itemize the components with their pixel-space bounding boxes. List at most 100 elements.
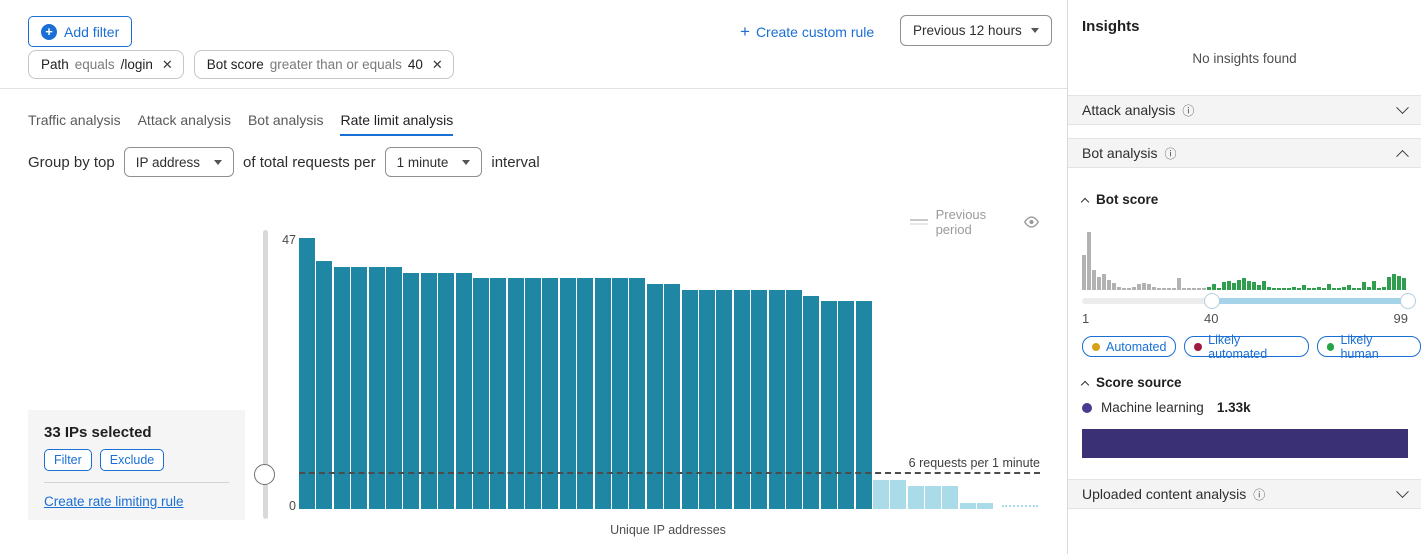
request-bar[interactable] (299, 238, 315, 509)
section-attack-analysis[interactable]: Attack analysis ⓘ (1068, 95, 1421, 125)
create-rate-limiting-rule-link[interactable]: Create rate limiting rule (44, 494, 184, 509)
histogram-bar (1327, 284, 1331, 290)
request-bar[interactable] (646, 284, 663, 509)
time-range-select[interactable]: Previous 12 hours (900, 15, 1052, 46)
interval-select[interactable]: 1 minute (384, 147, 483, 177)
request-bar[interactable] (368, 266, 385, 509)
tab-attack-analysis[interactable]: Attack analysis (137, 112, 231, 128)
request-bar[interactable] (333, 266, 350, 509)
request-bar[interactable] (472, 278, 489, 509)
bot-score-header[interactable]: Bot score (1080, 192, 1158, 207)
previous-period-swatch-icon (910, 218, 928, 227)
histogram-bar (1082, 255, 1086, 290)
badge-automated[interactable]: Automated (1082, 336, 1177, 357)
request-bar[interactable] (525, 278, 542, 509)
request-bar[interactable] (316, 261, 333, 509)
histogram-bar (1182, 288, 1186, 290)
request-bar[interactable] (716, 289, 733, 509)
section-uploaded-content-analysis[interactable]: Uploaded content analysis ⓘ (1068, 479, 1421, 509)
request-bar[interactable] (420, 272, 437, 509)
filter-button[interactable]: Filter (44, 449, 92, 471)
likely-human-dot-icon (1326, 342, 1335, 351)
info-icon[interactable]: ⓘ (1182, 103, 1195, 118)
request-bar[interactable] (594, 278, 611, 509)
add-filter-button[interactable]: + Add filter (28, 16, 133, 47)
badge-label: Likely human (1340, 332, 1379, 361)
request-bar[interactable] (925, 485, 942, 509)
request-bar[interactable] (490, 278, 507, 509)
histogram-bar (1342, 287, 1346, 290)
request-bar[interactable] (681, 289, 698, 509)
histogram-bar (1272, 288, 1276, 290)
request-bar[interactable] (733, 289, 750, 509)
histogram-bar (1117, 287, 1121, 290)
bot-score-range-slider[interactable] (1082, 293, 1416, 309)
chevron-down-icon (1396, 100, 1409, 114)
request-bar[interactable] (768, 289, 785, 509)
remove-filter-icon[interactable]: ✕ (431, 56, 443, 72)
threshold-line: 6 requests per 1 minute (299, 456, 1040, 474)
info-icon[interactable]: ⓘ (1253, 487, 1266, 502)
tab-traffic-analysis[interactable]: Traffic analysis (28, 112, 121, 128)
group-by-middle: of total requests per (243, 153, 376, 171)
badge-likely-human[interactable]: Likely human (1316, 333, 1421, 361)
request-bar[interactable] (351, 266, 368, 509)
request-bar[interactable] (803, 295, 820, 509)
request-bar[interactable] (385, 266, 402, 509)
histogram-bar (1107, 280, 1111, 290)
dimension-select[interactable]: IP address (123, 147, 235, 177)
request-bar[interactable] (785, 289, 802, 509)
histogram-bar (1087, 232, 1091, 290)
info-icon[interactable]: ⓘ (1164, 146, 1177, 161)
selection-panel: 33 IPs selected Filter Exclude Create ra… (28, 410, 245, 520)
filter-value: /login (120, 57, 153, 72)
filter-chip-path[interactable]: Path equals /login ✕ (28, 50, 184, 79)
request-bar[interactable] (751, 289, 768, 509)
request-bar[interactable] (612, 278, 629, 509)
histogram-bar (1197, 288, 1201, 290)
histogram-bar (1222, 282, 1226, 290)
request-bar[interactable] (890, 480, 907, 509)
request-bar[interactable] (403, 272, 420, 509)
request-bar[interactable] (577, 278, 594, 509)
request-bar[interactable] (838, 301, 855, 509)
request-bar[interactable] (855, 301, 872, 509)
request-bar[interactable] (507, 278, 524, 509)
range-handle-low[interactable] (1204, 293, 1220, 309)
request-bar[interactable] (664, 284, 681, 509)
score-source-bar[interactable] (1082, 429, 1408, 458)
histogram-bar (1312, 288, 1316, 290)
request-bar[interactable] (959, 503, 976, 509)
request-bar[interactable] (455, 272, 472, 509)
histogram-bar (1277, 288, 1281, 290)
x-axis-label: Unique IP addresses (610, 523, 726, 537)
badge-likely-automated[interactable]: Likely automated (1184, 333, 1309, 361)
threshold-label: 6 requests per 1 minute (908, 456, 1040, 470)
threshold-slider-handle[interactable] (254, 464, 275, 485)
request-bar[interactable] (907, 485, 924, 509)
tab-bot-analysis[interactable]: Bot analysis (247, 112, 324, 128)
request-bar[interactable] (820, 301, 837, 509)
remove-filter-icon[interactable]: ✕ (161, 56, 173, 72)
tab-rate-limit-analysis[interactable]: Rate limit analysis (340, 112, 454, 136)
request-bar[interactable] (438, 272, 455, 509)
request-bar[interactable] (872, 480, 889, 509)
filter-field: Bot score (206, 57, 264, 72)
threshold-slider-track[interactable] (263, 230, 268, 519)
range-handle-high[interactable] (1400, 293, 1416, 309)
request-bar[interactable] (542, 278, 559, 509)
request-bar[interactable] (942, 485, 959, 509)
request-bar[interactable] (977, 503, 994, 509)
score-source-header[interactable]: Score source (1080, 375, 1182, 390)
histogram-bar (1242, 278, 1246, 290)
create-custom-rule-link[interactable]: + Create custom rule (740, 23, 874, 40)
eye-icon[interactable] (1023, 215, 1040, 229)
badge-label: Likely automated (1208, 332, 1268, 361)
request-bar[interactable] (698, 289, 715, 509)
request-bar[interactable] (629, 278, 646, 509)
histogram-bar (1262, 281, 1266, 290)
exclude-button[interactable]: Exclude (99, 449, 165, 471)
filter-chip-bot-score[interactable]: Bot score greater than or equals 40 ✕ (193, 50, 454, 79)
section-bot-analysis[interactable]: Bot analysis ⓘ (1068, 138, 1421, 168)
request-bar[interactable] (559, 278, 576, 509)
